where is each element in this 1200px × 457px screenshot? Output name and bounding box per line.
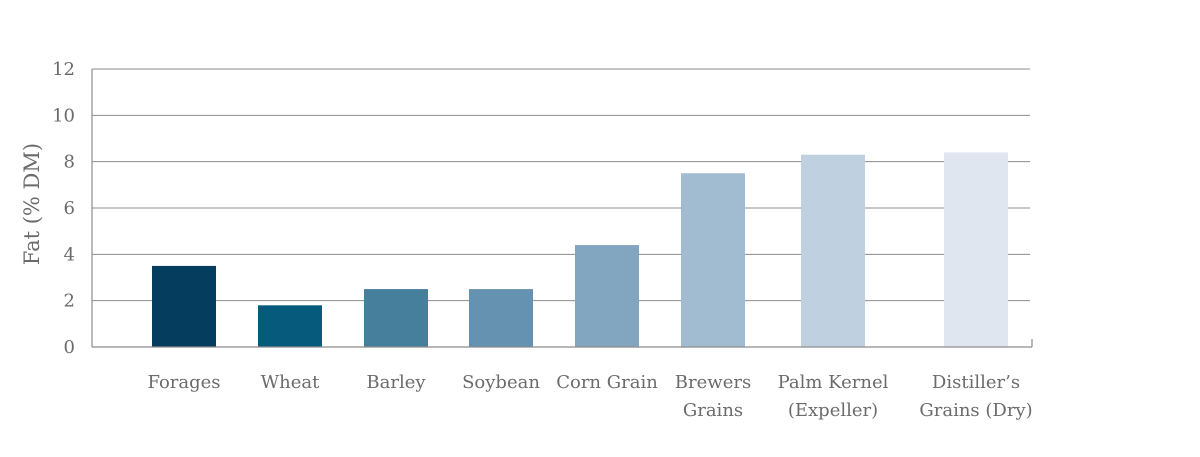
- bar-wheat: [258, 305, 322, 347]
- x-tick-label: Corn Grain: [556, 372, 658, 393]
- y-axis-ticks: 0 2 4 6 8 10 12: [52, 59, 75, 358]
- x-tick-label: Brewers Grains: [675, 372, 751, 421]
- y-tick-label: 2: [64, 291, 75, 312]
- bar-brewers-grains: [681, 173, 745, 347]
- x-tick-label: Distiller’s Grains (Dry): [919, 372, 1032, 421]
- bar-palm-kernel-expeller: [801, 154, 865, 347]
- bar-corn-grain: [575, 245, 639, 347]
- y-axis-title: Fat (% DM): [20, 143, 44, 265]
- bars: [152, 152, 1008, 347]
- y-tick-label: 10: [52, 105, 75, 126]
- x-tick-label: Wheat: [261, 372, 320, 393]
- y-tick-label: 4: [64, 244, 75, 265]
- x-axis-labels: Forages Wheat Barley Soybean Corn Grain Brewe…: [147, 372, 1032, 421]
- y-tick-label: 8: [64, 152, 75, 173]
- x-tick-label: Barley: [366, 372, 426, 393]
- y-tick-label: 6: [64, 198, 75, 219]
- bar-forages: [152, 265, 216, 347]
- bar-barley: [364, 289, 428, 347]
- x-tick-label: Palm Kernel (Expeller): [778, 372, 889, 421]
- bar-soybean: [469, 289, 533, 347]
- gridlines: [92, 68, 1030, 302]
- x-tick-label: Soybean: [462, 372, 540, 393]
- x-tick-label: Forages: [147, 372, 220, 393]
- bar-distiller-s-grains-dry: [944, 152, 1008, 347]
- y-tick-label: 0: [64, 337, 75, 358]
- y-tick-label: 12: [52, 59, 75, 80]
